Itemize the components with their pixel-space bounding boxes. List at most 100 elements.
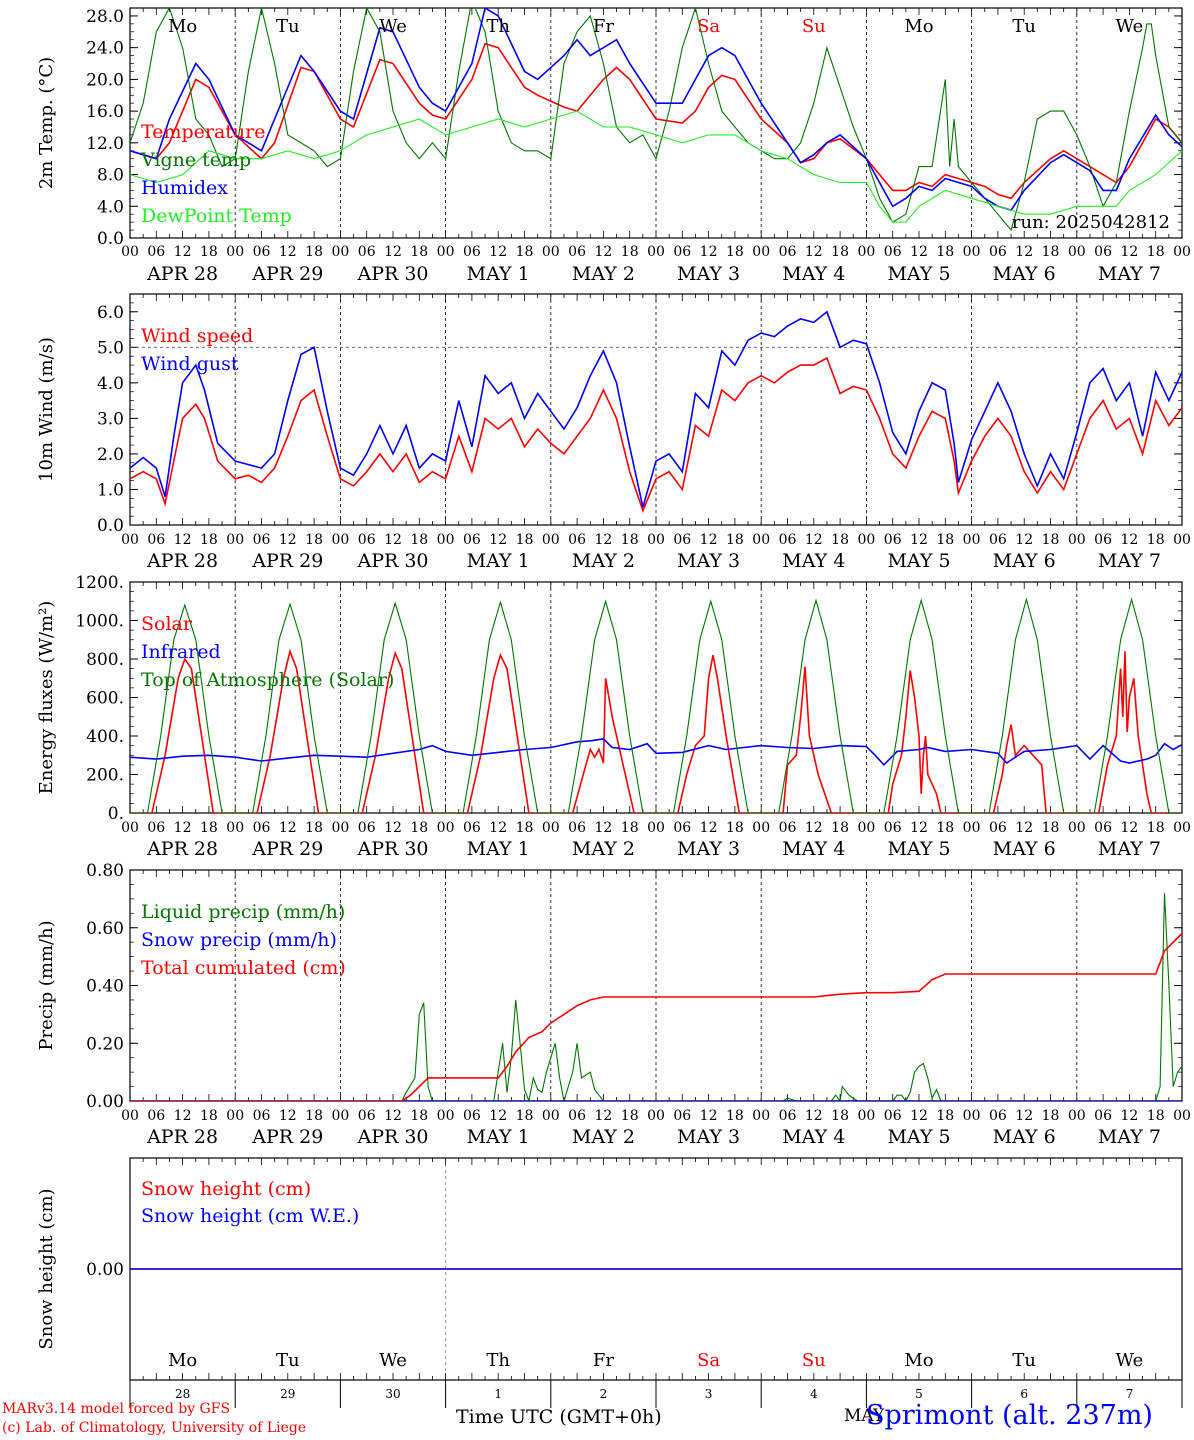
hour-tick-label: 06 xyxy=(463,532,481,548)
hour-tick-label: 12 xyxy=(910,244,928,260)
weekday-label: We xyxy=(379,16,407,37)
hour-tick-label: 18 xyxy=(1147,1108,1165,1124)
hour-tick-label: 18 xyxy=(1042,532,1060,548)
hour-tick-label: 12 xyxy=(174,244,192,260)
hour-tick-label: 06 xyxy=(779,820,797,836)
y-tick-label: 12.0 xyxy=(86,134,124,154)
date-label: MAY 5 xyxy=(887,263,950,285)
date-label: APR 29 xyxy=(251,838,323,860)
hour-tick-label: 18 xyxy=(410,1108,428,1124)
hour-tick-label: 06 xyxy=(673,820,691,836)
hour-tick-label: 00 xyxy=(1173,820,1191,836)
hour-tick-label: 06 xyxy=(253,532,271,548)
hour-tick-label: 00 xyxy=(1173,532,1191,548)
month-label: MAY xyxy=(844,1406,885,1426)
hour-tick-label: 00 xyxy=(1173,1108,1191,1124)
hour-tick-label: 00 xyxy=(542,532,560,548)
hour-tick-label: 18 xyxy=(621,820,639,836)
hour-tick-label: 18 xyxy=(1147,820,1165,836)
hour-tick-label: 18 xyxy=(621,1108,639,1124)
panel-precip: 0.00 0.20 0.40 0.60 0.80 Precip (mm/h) Liquid … xyxy=(36,861,1191,1148)
hour-tick-label: 12 xyxy=(1120,1108,1138,1124)
hour-tick-label: 00 xyxy=(121,1108,139,1124)
date-label: MAY 5 xyxy=(887,838,950,860)
day-number-label: 5 xyxy=(915,1387,923,1401)
y-tick-label: 4.0 xyxy=(97,374,124,394)
weekday-label: Su xyxy=(802,16,826,37)
hour-tick-label: 12 xyxy=(174,820,192,836)
hour-tick-label: 00 xyxy=(963,1108,981,1124)
hour-tick-label: 00 xyxy=(437,244,455,260)
hour-tick-label: 00 xyxy=(647,244,665,260)
hour-tick-label: 06 xyxy=(147,1108,165,1124)
weekday-label: Mo xyxy=(168,1350,197,1371)
hour-tick-label: 00 xyxy=(963,244,981,260)
date-label: APR 30 xyxy=(356,263,428,285)
date-label: APR 29 xyxy=(251,550,323,572)
hour-tick-label: 12 xyxy=(384,532,402,548)
y-tick-label: 8.0 xyxy=(97,166,124,186)
date-label: APR 30 xyxy=(356,838,428,860)
hour-tick-label: 18 xyxy=(410,820,428,836)
hour-tick-label: 18 xyxy=(516,1108,534,1124)
panel-temperature: 0.0 4.0 8.0 12.0 16.0 20.0 24.0 28.0 2m Temp. (°… xyxy=(36,7,1191,285)
hour-tick-label: 18 xyxy=(726,244,744,260)
hour-tick-label: 12 xyxy=(489,532,507,548)
date-label: MAY 1 xyxy=(467,838,530,860)
hour-tick-label: 12 xyxy=(700,820,718,836)
y-tick-label: 0.0 xyxy=(97,229,124,249)
y-tick-label: 0. xyxy=(108,804,124,824)
hour-tick-label: 12 xyxy=(489,1108,507,1124)
legend-entry: Wind speed xyxy=(141,325,253,347)
hour-tick-label: 12 xyxy=(805,532,823,548)
legend-entry: Snow precip (mm/h) xyxy=(141,929,337,951)
legend-entry: Top of Atmosphere (Solar) xyxy=(141,669,394,691)
hour-tick-label: 12 xyxy=(700,532,718,548)
series-line xyxy=(130,8,1182,232)
series-line xyxy=(130,648,1182,813)
hour-tick-label: 18 xyxy=(1147,532,1165,548)
hour-tick-label: 06 xyxy=(358,1108,376,1124)
day-number-label: 28 xyxy=(175,1387,190,1401)
hour-tick-label: 06 xyxy=(253,244,271,260)
date-label: APR 28 xyxy=(146,838,218,860)
hour-tick-label: 00 xyxy=(437,820,455,836)
day-number-label: 29 xyxy=(280,1387,295,1401)
series-line xyxy=(130,310,1182,508)
hour-tick-label: 12 xyxy=(594,820,612,836)
hour-tick-label: 12 xyxy=(174,1108,192,1124)
hour-tick-label: 18 xyxy=(1147,244,1165,260)
x-axis-label: Time UTC (GMT+0h) xyxy=(456,1406,662,1428)
hour-tick-label: 18 xyxy=(1042,820,1060,836)
weekday-label: Mo xyxy=(904,1350,933,1371)
y-tick-label: 2.0 xyxy=(97,445,124,465)
y-axis-title: Energy fluxes (W/m²) xyxy=(36,601,57,795)
hour-tick-label: 12 xyxy=(700,244,718,260)
y-tick-label: 0.0 xyxy=(97,516,124,536)
hour-tick-label: 00 xyxy=(1068,532,1086,548)
hour-tick-label: 18 xyxy=(936,820,954,836)
hour-tick-label: 00 xyxy=(226,820,244,836)
hour-tick-label: 18 xyxy=(936,532,954,548)
y-axis-title: Precip (mm/h) xyxy=(36,920,57,1050)
hour-tick-label: 18 xyxy=(936,244,954,260)
hour-tick-label: 06 xyxy=(463,1108,481,1124)
hour-tick-label: 00 xyxy=(1068,1108,1086,1124)
hour-tick-label: 18 xyxy=(831,532,849,548)
weekday-label: Th xyxy=(486,16,510,37)
hour-tick-label: 06 xyxy=(568,244,586,260)
hour-tick-label: 06 xyxy=(673,532,691,548)
date-label: MAY 4 xyxy=(782,550,845,572)
date-label: MAY 7 xyxy=(1098,550,1161,572)
date-label: APR 28 xyxy=(146,550,218,572)
hour-tick-label: 18 xyxy=(1042,244,1060,260)
y-tick-label: 800. xyxy=(86,650,124,670)
hour-tick-label: 06 xyxy=(358,820,376,836)
hour-tick-label: 12 xyxy=(594,244,612,260)
hour-tick-label: 06 xyxy=(568,532,586,548)
hour-tick-label: 00 xyxy=(331,532,349,548)
y-tick-label: 4.0 xyxy=(97,197,124,217)
hour-tick-label: 12 xyxy=(910,820,928,836)
hour-tick-label: 06 xyxy=(989,820,1007,836)
